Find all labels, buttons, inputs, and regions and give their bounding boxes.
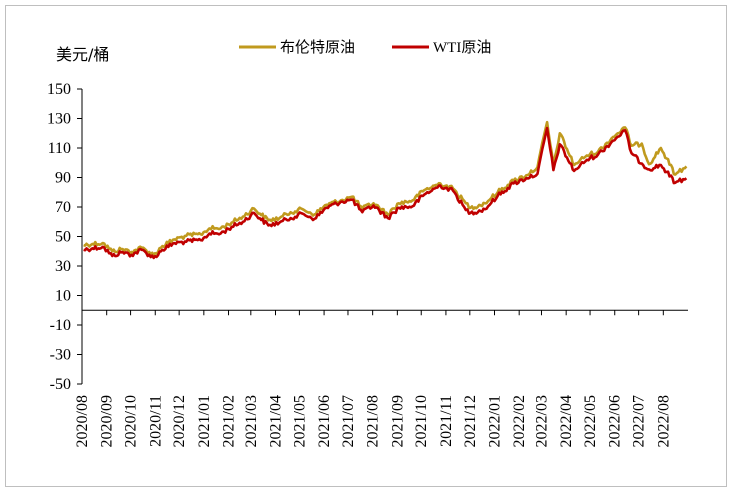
x-tick-label: 2022/08: [655, 395, 672, 447]
x-tick-label: 2022/04: [558, 395, 575, 447]
x-tick-label: 2022/05: [582, 395, 599, 447]
x-tick-label: 2021/01: [196, 395, 213, 447]
x-tick-label: 2021/06: [316, 395, 333, 447]
x-tick-label: 2020/12: [171, 395, 188, 447]
x-tick-label: 2020/08: [74, 395, 91, 447]
x-tick-label: 2020/11: [147, 395, 164, 447]
y-tick-label: 30: [55, 258, 71, 275]
y-tick-label: 130: [47, 111, 71, 128]
y-tick-label: 70: [55, 199, 71, 216]
y-tick-label: 150: [47, 81, 71, 98]
y-tick-label: 10: [55, 288, 71, 305]
y-tick-label: -10: [50, 317, 71, 334]
series-lines: [83, 120, 688, 260]
x-tick-label: 2021/09: [389, 395, 406, 447]
y-tick-label: 110: [48, 140, 71, 157]
brent-line: [83, 120, 688, 257]
y-tick-label: -50: [50, 376, 71, 393]
x-tick-label: 2021/12: [462, 395, 479, 447]
x-tick-label: 2021/03: [243, 395, 260, 447]
y-tick-label: 50: [55, 229, 71, 246]
chart-frame: [5, 5, 727, 487]
x-tick-label: 2022/01: [486, 395, 503, 447]
x-tick-label: 2022/06: [607, 395, 624, 447]
x-tick-label: 2021/05: [291, 395, 308, 447]
wti-line: [83, 126, 688, 260]
x-tick-label: 2020/09: [99, 395, 116, 447]
x-tick-label: 2022/02: [511, 395, 528, 447]
x-tick-label: 2022/03: [533, 395, 550, 447]
y-axis-unit-label: 美元/桶: [56, 45, 109, 64]
x-tick-label: 2020/10: [123, 395, 140, 447]
y-tick-label: -30: [50, 347, 71, 364]
x-tick-label: 2021/08: [365, 395, 382, 447]
legend: 布伦特原油 WTI原油: [239, 39, 491, 56]
x-tick-label: 2021/10: [413, 395, 430, 447]
x-tick-label: 2021/11: [438, 395, 455, 447]
x-tick-label: 2021/04: [268, 395, 285, 447]
y-tick-label: 90: [55, 170, 71, 187]
legend-label-brent: 布伦特原油: [280, 39, 355, 56]
x-tick-label: 2021/07: [340, 395, 357, 447]
x-tick-label: 2021/02: [221, 395, 238, 447]
x-tick-label: 2022/07: [631, 395, 648, 447]
legend-label-wti: WTI原油: [433, 39, 491, 56]
